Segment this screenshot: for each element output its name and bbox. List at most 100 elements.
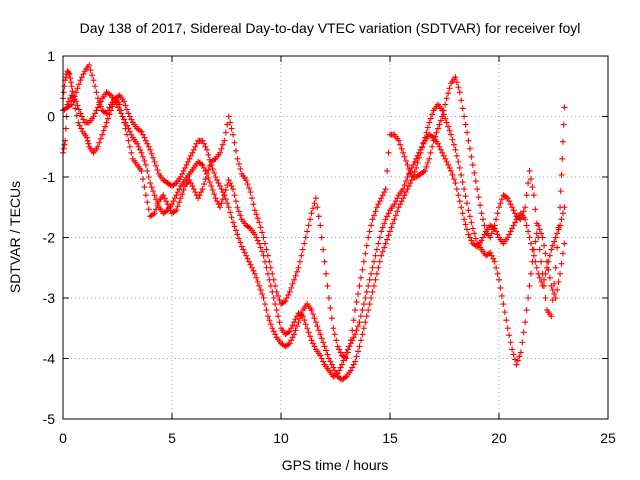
data-point — [464, 129, 471, 136]
data-point — [339, 361, 346, 368]
data-point — [561, 240, 568, 247]
data-point — [269, 325, 276, 332]
data-point — [469, 161, 476, 168]
data-point — [536, 274, 543, 281]
data-point — [487, 249, 494, 256]
data-point — [85, 140, 92, 147]
data-point — [116, 107, 123, 114]
x-tick-label: 15 — [382, 430, 398, 446]
data-point — [251, 207, 258, 214]
data-point — [304, 325, 311, 332]
data-point — [388, 224, 395, 231]
data-point — [391, 216, 398, 223]
data-point — [357, 337, 364, 344]
data-point — [219, 141, 226, 148]
data-point — [128, 131, 135, 138]
data-point — [192, 189, 199, 196]
data-point — [529, 184, 536, 191]
data-point — [543, 264, 550, 271]
data-point — [292, 327, 299, 334]
data-point — [216, 149, 223, 156]
data-point — [144, 140, 151, 147]
data-point — [227, 119, 234, 126]
data-point — [78, 113, 85, 120]
data-point — [64, 101, 71, 108]
data-point — [212, 174, 219, 180]
data-point — [424, 124, 431, 131]
data-point — [455, 158, 462, 165]
data-point — [288, 325, 295, 332]
data-point — [365, 307, 372, 314]
data-point — [384, 167, 391, 174]
x-axis-label: GPS time / hours — [282, 457, 389, 473]
data-point — [139, 176, 146, 183]
data-point — [426, 119, 433, 126]
data-point — [176, 199, 183, 206]
data-point — [459, 210, 466, 217]
data-point — [328, 361, 335, 368]
data-point — [91, 110, 98, 117]
data-point — [251, 231, 258, 238]
data-point — [151, 210, 158, 217]
data-point — [126, 113, 133, 120]
data-point — [375, 201, 382, 208]
data-point — [558, 260, 565, 267]
data-point — [248, 195, 255, 202]
data-point — [170, 198, 177, 205]
data-point — [291, 276, 298, 283]
data-point — [334, 370, 341, 377]
x-tick-label: 10 — [273, 430, 289, 446]
data-point — [398, 198, 405, 205]
data-point — [478, 210, 485, 217]
data-point — [225, 113, 232, 120]
data-point — [251, 270, 258, 277]
data-point — [125, 110, 132, 117]
data-point — [65, 70, 72, 77]
data-point — [315, 213, 322, 220]
data-point — [304, 228, 311, 235]
data-point — [299, 246, 306, 253]
data-point — [259, 229, 266, 236]
data-point — [371, 212, 378, 219]
data-point — [548, 313, 555, 320]
data-point — [285, 291, 292, 298]
data-point — [317, 352, 324, 359]
data-point — [176, 186, 183, 193]
data-point — [491, 258, 498, 265]
data-point — [254, 278, 261, 285]
data-point — [481, 231, 488, 238]
data-point — [363, 313, 370, 320]
data-point — [501, 309, 508, 316]
data-point — [205, 166, 212, 173]
data-point — [227, 209, 234, 216]
data-point — [199, 186, 206, 193]
data-point — [397, 201, 404, 208]
data-point — [400, 195, 407, 202]
data-point — [389, 220, 396, 227]
data-point — [559, 155, 566, 162]
data-point — [331, 331, 338, 338]
data-point — [199, 137, 206, 144]
data-point — [216, 183, 223, 190]
data-point — [360, 258, 367, 265]
data-point — [506, 332, 513, 339]
data-point — [387, 228, 393, 235]
data-point — [125, 125, 132, 132]
data-point — [346, 343, 353, 350]
data-point — [292, 316, 299, 323]
data-point — [343, 349, 350, 356]
data-point — [471, 169, 478, 176]
data-point — [395, 204, 402, 211]
data-point — [557, 270, 564, 277]
data-point — [494, 210, 501, 217]
data-point — [174, 189, 181, 196]
data-point — [478, 237, 485, 244]
data-point — [448, 131, 455, 138]
data-point — [423, 163, 430, 170]
data-point — [401, 192, 408, 199]
data-point — [353, 299, 360, 306]
data-point — [355, 323, 362, 330]
data-point — [269, 288, 276, 295]
y-tick-label: -5 — [43, 411, 56, 427]
data-point — [102, 123, 109, 130]
